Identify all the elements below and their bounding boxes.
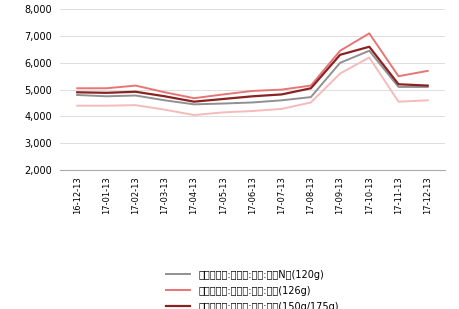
国内平均价:箱板纸:广东:理文N纸(120g) (279, 99, 285, 102)
国内平均价:箱板纸:广东:玖龙(126g) (220, 93, 226, 96)
国内平均价:箱板纸:广东:玖龙(126g) (191, 96, 197, 100)
国内平均价:箱板纸:广东:海龙(150g/175g) (162, 95, 168, 98)
国内平均价:箱板纸:广东:理文N纸(120g) (367, 49, 372, 53)
国内平均价:箱板纸:广东:海龙(150g/175g) (191, 100, 197, 104)
国内平均价:箱板纸:广东:地龙(120g) (337, 72, 343, 75)
国内平均价:箱板纸:广东:地龙(120g) (220, 111, 226, 114)
国内平均价:箱板纸:广东:玖龙(126g) (162, 91, 168, 94)
国内平均价:箱板纸:广东:海龙(150g/175g) (425, 84, 431, 87)
国内平均价:箱板纸:广东:地龙(120g) (162, 108, 168, 112)
国内平均价:箱板纸:广东:理文N纸(120g) (220, 102, 226, 105)
国内平均价:箱板纸:广东:地龙(120g) (396, 100, 401, 104)
国内平均价:箱板纸:广东:理文N纸(120g) (396, 85, 401, 89)
国内平均价:箱板纸:广东:地龙(120g) (250, 109, 255, 113)
国内平均价:箱板纸:广东:理文N纸(120g) (104, 95, 109, 98)
国内平均价:箱板纸:广东:玖龙(126g) (104, 87, 109, 90)
国内平均价:箱板纸:广东:地龙(120g) (279, 107, 285, 111)
国内平均价:箱板纸:广东:地龙(120g) (133, 103, 138, 107)
Legend: 国内平均价:箱板纸:广东:理文N纸(120g), 国内平均价:箱板纸:广东:玖龙(126g), 国内平均价:箱板纸:广东:海龙(150g/175g), 国内平均: 国内平均价:箱板纸:广东:理文N纸(120g), 国内平均价:箱板纸:广东:玖龙… (164, 268, 341, 309)
国内平均价:箱板纸:广东:地龙(120g) (104, 104, 109, 108)
Line: 国内平均价:箱板纸:广东:理文N纸(120g): 国内平均价:箱板纸:广东:理文N纸(120g) (77, 51, 428, 104)
国内平均价:箱板纸:广东:玖龙(126g) (250, 89, 255, 93)
国内平均价:箱板纸:广东:玖龙(126g) (367, 32, 372, 35)
国内平均价:箱板纸:广东:理文N纸(120g) (250, 101, 255, 104)
国内平均价:箱板纸:广东:玖龙(126g) (74, 87, 80, 90)
国内平均价:箱板纸:广东:玖龙(126g) (396, 74, 401, 78)
国内平均价:箱板纸:广东:海龙(150g/175g) (220, 97, 226, 101)
国内平均价:箱板纸:广东:地龙(120g) (74, 104, 80, 108)
国内平均价:箱板纸:广东:海龙(150g/175g) (308, 87, 313, 90)
国内平均价:箱板纸:广东:地龙(120g) (191, 113, 197, 117)
国内平均价:箱板纸:广东:玖龙(126g) (133, 84, 138, 87)
国内平均价:箱板纸:广东:玖龙(126g) (308, 84, 313, 87)
国内平均价:箱板纸:广东:理文N纸(120g) (191, 103, 197, 106)
国内平均价:箱板纸:广东:理文N纸(120g) (425, 85, 431, 89)
Line: 国内平均价:箱板纸:广东:地龙(120g): 国内平均价:箱板纸:广东:地龙(120g) (77, 57, 428, 115)
国内平均价:箱板纸:广东:海龙(150g/175g) (396, 83, 401, 86)
国内平均价:箱板纸:广东:玖龙(126g) (337, 49, 343, 53)
国内平均价:箱板纸:广东:理文N纸(120g) (308, 95, 313, 99)
国内平均价:箱板纸:广东:玖龙(126g) (425, 69, 431, 73)
国内平均价:箱板纸:广东:理文N纸(120g) (133, 94, 138, 97)
国内平均价:箱板纸:广东:理文N纸(120g) (337, 61, 343, 65)
国内平均价:箱板纸:广东:海龙(150g/175g) (279, 93, 285, 96)
国内平均价:箱板纸:广东:海龙(150g/175g) (250, 95, 255, 98)
Line: 国内平均价:箱板纸:广东:玖龙(126g): 国内平均价:箱板纸:广东:玖龙(126g) (77, 33, 428, 98)
国内平均价:箱板纸:广东:地龙(120g) (425, 99, 431, 102)
国内平均价:箱板纸:广东:地龙(120g) (308, 101, 313, 104)
Line: 国内平均价:箱板纸:广东:海龙(150g/175g): 国内平均价:箱板纸:广东:海龙(150g/175g) (77, 47, 428, 102)
国内平均价:箱板纸:广东:海龙(150g/175g) (133, 90, 138, 94)
国内平均价:箱板纸:广东:海龙(150g/175g) (337, 53, 343, 57)
国内平均价:箱板纸:广东:理文N纸(120g) (162, 99, 168, 102)
国内平均价:箱板纸:广东:海龙(150g/175g) (104, 91, 109, 95)
国内平均价:箱板纸:广东:海龙(150g/175g) (367, 45, 372, 49)
国内平均价:箱板纸:广东:地龙(120g) (367, 56, 372, 59)
国内平均价:箱板纸:广东:海龙(150g/175g) (74, 91, 80, 94)
国内平均价:箱板纸:广东:理文N纸(120g) (74, 93, 80, 97)
国内平均价:箱板纸:广东:玖龙(126g) (279, 88, 285, 91)
